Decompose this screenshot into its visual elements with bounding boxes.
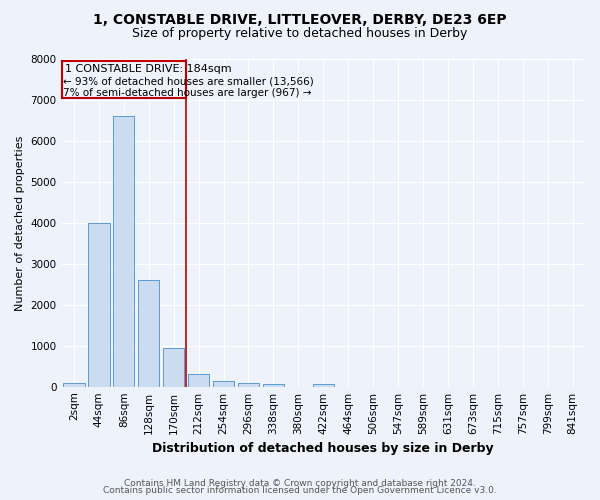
Text: Contains HM Land Registry data © Crown copyright and database right 2024.: Contains HM Land Registry data © Crown c… — [124, 478, 476, 488]
Bar — [213, 382, 234, 386]
Text: 1, CONSTABLE DRIVE, LITTLEOVER, DERBY, DE23 6EP: 1, CONSTABLE DRIVE, LITTLEOVER, DERBY, D… — [93, 12, 507, 26]
Bar — [313, 384, 334, 386]
Bar — [238, 383, 259, 386]
Bar — [64, 384, 85, 386]
Bar — [163, 348, 184, 387]
Y-axis label: Number of detached properties: Number of detached properties — [15, 135, 25, 310]
Text: 1 CONSTABLE DRIVE: 184sqm: 1 CONSTABLE DRIVE: 184sqm — [65, 64, 232, 74]
Text: ← 93% of detached houses are smaller (13,566): ← 93% of detached houses are smaller (13… — [63, 76, 314, 86]
Bar — [138, 280, 160, 386]
X-axis label: Distribution of detached houses by size in Derby: Distribution of detached houses by size … — [152, 442, 494, 455]
Bar — [62, 61, 186, 98]
Bar — [113, 116, 134, 386]
Bar — [263, 384, 284, 386]
Text: 7% of semi-detached houses are larger (967) →: 7% of semi-detached houses are larger (9… — [63, 88, 311, 98]
Bar — [88, 223, 110, 386]
Text: Size of property relative to detached houses in Derby: Size of property relative to detached ho… — [133, 28, 467, 40]
Bar — [188, 374, 209, 386]
Text: Contains public sector information licensed under the Open Government Licence v3: Contains public sector information licen… — [103, 486, 497, 495]
